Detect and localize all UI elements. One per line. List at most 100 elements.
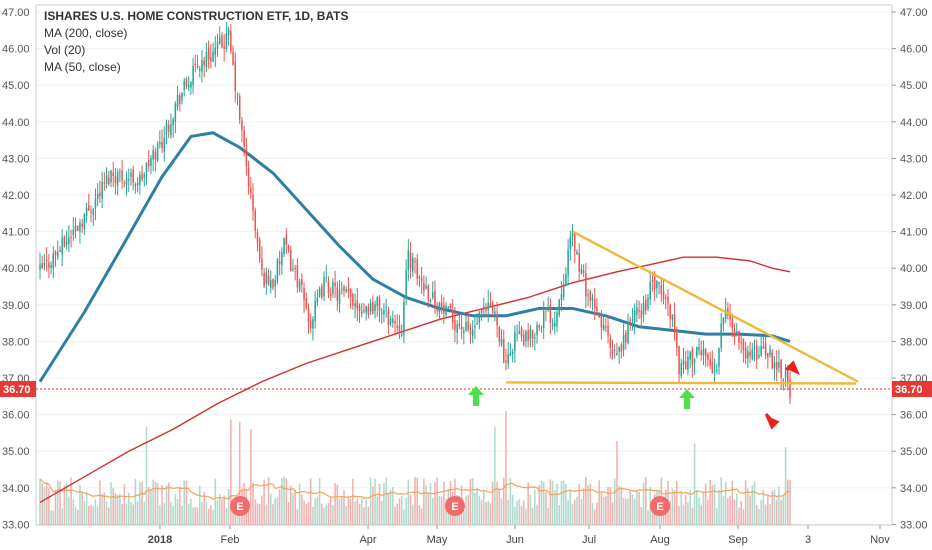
volume-bar bbox=[529, 494, 532, 525]
candle-body bbox=[376, 297, 379, 307]
candle-body bbox=[769, 349, 771, 356]
candle-body bbox=[247, 167, 250, 187]
candle-body bbox=[620, 344, 623, 352]
candle-body bbox=[440, 302, 443, 308]
lower-trendline bbox=[505, 381, 857, 385]
volume-bar bbox=[99, 480, 101, 525]
candle-body bbox=[187, 84, 190, 88]
left-price-axis[interactable]: 47.00 46.00 45.00 44.00 43.00 42.00 41.00 40.00… bbox=[0, 7, 932, 531]
candle-body bbox=[667, 296, 669, 304]
volume-bar bbox=[556, 483, 558, 525]
candle-body bbox=[201, 60, 203, 72]
last-price-badge bbox=[892, 380, 932, 397]
candle-body bbox=[196, 65, 199, 68]
candle-body bbox=[507, 354, 509, 364]
volume-bar bbox=[258, 504, 261, 525]
candle-body bbox=[238, 95, 241, 120]
candle-body bbox=[669, 304, 671, 320]
candle-body bbox=[241, 120, 243, 131]
volume-bar bbox=[296, 509, 299, 525]
volume-bar bbox=[778, 486, 780, 525]
volume-bar bbox=[176, 499, 179, 525]
legend-ma50[interactable]: MA (50, close) bbox=[44, 60, 121, 74]
candle-body bbox=[289, 250, 292, 271]
upper-trendline bbox=[571, 230, 859, 383]
volume-bar bbox=[427, 492, 430, 525]
volume-bar bbox=[744, 480, 747, 525]
volume-bar bbox=[596, 502, 598, 525]
volume-bar bbox=[68, 496, 70, 525]
y-tick-label-left: 41.00 bbox=[2, 227, 30, 239]
candle-body bbox=[680, 363, 683, 377]
candle-body bbox=[460, 326, 463, 330]
candle-body bbox=[347, 289, 350, 292]
candle-body bbox=[41, 263, 43, 269]
volume-bar bbox=[212, 509, 214, 525]
legend-ma200[interactable]: MA (200, close) bbox=[44, 26, 128, 40]
volume-bar bbox=[185, 480, 188, 525]
candle-body bbox=[398, 325, 401, 334]
y-tick-label-left: 35.00 bbox=[2, 446, 30, 458]
volume-bar bbox=[305, 503, 308, 525]
right-price-axis[interactable]: 47.00 46.00 45.00 44.00 43.00 42.00 41.00 40.00… bbox=[892, 7, 928, 531]
volume-bar bbox=[403, 509, 405, 525]
symbol-title[interactable]: ISHARES U.S. HOME CONSTRUCTION ETF, 1D, … bbox=[44, 9, 349, 23]
candle-body bbox=[296, 265, 299, 288]
volume-bar bbox=[156, 483, 159, 525]
candle-body bbox=[365, 306, 367, 313]
volume-bar bbox=[398, 498, 401, 525]
earnings-marker bbox=[230, 496, 250, 516]
volume-bar bbox=[747, 488, 749, 525]
candle-body bbox=[312, 318, 314, 329]
candle-body bbox=[269, 280, 272, 288]
y-tick-label-right: 35.00 bbox=[900, 446, 928, 458]
volume-bar bbox=[573, 499, 576, 525]
volume-bar bbox=[467, 494, 470, 525]
candle-body bbox=[112, 172, 115, 177]
volume-bar bbox=[383, 482, 385, 525]
time-axis[interactable]: 2018 Feb Apr May Jun Jul Aug Sep 3 Nov bbox=[148, 525, 891, 546]
candle-body bbox=[631, 319, 634, 321]
candle-body bbox=[48, 262, 50, 268]
last-price-badge-label: 36.70 bbox=[895, 384, 923, 396]
candle-body bbox=[585, 272, 587, 297]
volume-bar bbox=[394, 506, 396, 525]
candle-body bbox=[90, 211, 92, 213]
candle-body bbox=[618, 347, 620, 352]
candle-body bbox=[116, 172, 119, 186]
volume-bar bbox=[682, 504, 685, 525]
volume-bar bbox=[536, 504, 538, 525]
volume-bar bbox=[509, 477, 512, 525]
legend-vol[interactable]: Vol (20) bbox=[44, 43, 86, 57]
candle-body bbox=[50, 265, 52, 268]
x-tick-label: Jul bbox=[582, 534, 596, 546]
volume-bar bbox=[423, 478, 425, 525]
volume-bar bbox=[59, 481, 61, 525]
volume-bar bbox=[196, 507, 199, 525]
volume-bar bbox=[210, 505, 212, 525]
volume-bar bbox=[332, 505, 334, 525]
volume-bar bbox=[687, 502, 689, 525]
volume-bar bbox=[232, 504, 234, 525]
volume-bar bbox=[367, 506, 370, 525]
candle-body bbox=[316, 298, 319, 303]
volume-bar bbox=[43, 487, 46, 525]
volume-bar bbox=[114, 493, 117, 525]
candle-body bbox=[99, 192, 101, 196]
volume-bar bbox=[518, 499, 521, 525]
candle-body bbox=[285, 234, 288, 246]
candle-body bbox=[165, 123, 168, 135]
y-tick-label-right: 46.00 bbox=[900, 44, 928, 56]
candle-body bbox=[649, 281, 651, 300]
volume-bar bbox=[631, 494, 634, 525]
candle-body bbox=[678, 346, 680, 375]
volume-bar bbox=[281, 477, 283, 525]
earnings-marker-label: E bbox=[656, 501, 663, 513]
candle-body bbox=[589, 291, 592, 301]
candle-body bbox=[354, 303, 356, 307]
candle-body bbox=[405, 270, 407, 298]
volume-bar bbox=[201, 502, 203, 525]
volume-bar bbox=[221, 499, 223, 525]
y-tick-label-right: 44.00 bbox=[900, 117, 928, 129]
